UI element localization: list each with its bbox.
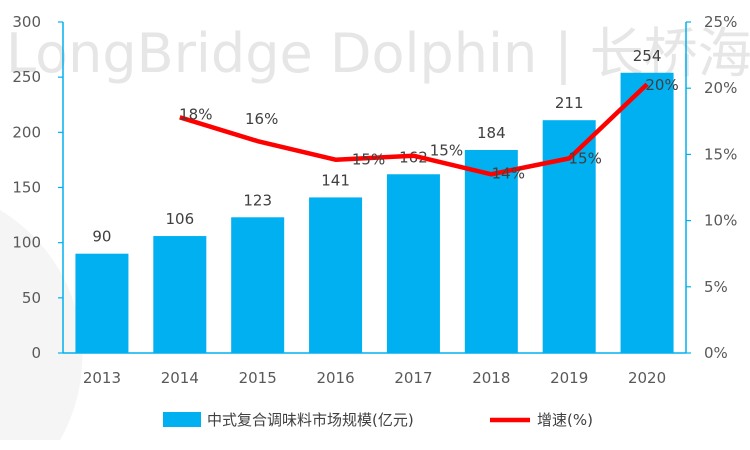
bar (309, 197, 363, 353)
y2-tick-label: 25% (704, 13, 737, 31)
y2-tick-label: 10% (704, 212, 737, 230)
x-tick-label: 2019 (550, 369, 588, 387)
legend-label-line: 增速(%) (537, 411, 593, 429)
y2-tick-label: 5% (704, 278, 728, 296)
watermark: LongBridge Dolphin | 长桥海豚投研 (0, 22, 750, 440)
y-tick-label: 300 (12, 13, 41, 31)
x-tick-label: 2015 (239, 369, 277, 387)
y2-tick-label: 0% (704, 344, 728, 362)
growth-line (179, 82, 649, 177)
bar-value-label: 123 (243, 191, 272, 209)
growth-value-label: 15% (430, 142, 463, 160)
x-tick-label: 2016 (316, 369, 354, 387)
growth-value-label: 16% (245, 110, 278, 128)
x-tick-label: 2013 (83, 369, 121, 387)
y-tick-label: 50 (22, 289, 41, 307)
bar (464, 149, 518, 353)
growth-labels: 18% 16% 15% 15% 14% 15% 20% (179, 76, 679, 182)
growth-value-label: 15% (352, 151, 385, 169)
y2-tick-label: 15% (704, 145, 737, 163)
bars (75, 72, 674, 354)
y2-tick-label: 20% (704, 79, 737, 97)
legend-swatch-bar (163, 412, 201, 427)
legend: 中式复合调味料市场规模(亿元) 增速(%) (163, 411, 593, 429)
legend-label-bar: 中式复合调味料市场规模(亿元) (207, 411, 414, 429)
bar (620, 72, 674, 354)
x-tick-label: 2018 (472, 369, 510, 387)
y-tick-label: 0 (31, 344, 41, 362)
bar (231, 217, 285, 353)
x-tick-label: 2020 (628, 369, 666, 387)
bar-value-label: 90 (92, 228, 111, 246)
bar (153, 236, 207, 353)
watermark-logo (0, 210, 83, 440)
y-tick-label: 250 (12, 68, 41, 86)
bar (386, 174, 440, 353)
bar-value-label: 184 (477, 124, 506, 142)
x-tick-label: 2014 (161, 369, 199, 387)
growth-value-label: 18% (179, 105, 212, 123)
growth-value-label: 15% (569, 149, 602, 167)
bar-value-label: 106 (165, 210, 194, 228)
axes: 0 50 100 150 200 250 300 0% 5% 10% 15% 20% 25% 2013 20… (12, 13, 737, 387)
growth-value-label: 20% (645, 76, 678, 94)
y-tick-label: 200 (12, 123, 41, 141)
growth-value-label: 14% (492, 164, 525, 182)
y-tick-label: 100 (12, 234, 41, 252)
bar-value-label: 141 (321, 171, 350, 189)
bar-value-label: 211 (555, 94, 584, 112)
y-tick-label: 150 (12, 179, 41, 197)
bar (75, 253, 129, 353)
x-tick-label: 2017 (394, 369, 432, 387)
bar-value-label: 254 (633, 47, 662, 65)
